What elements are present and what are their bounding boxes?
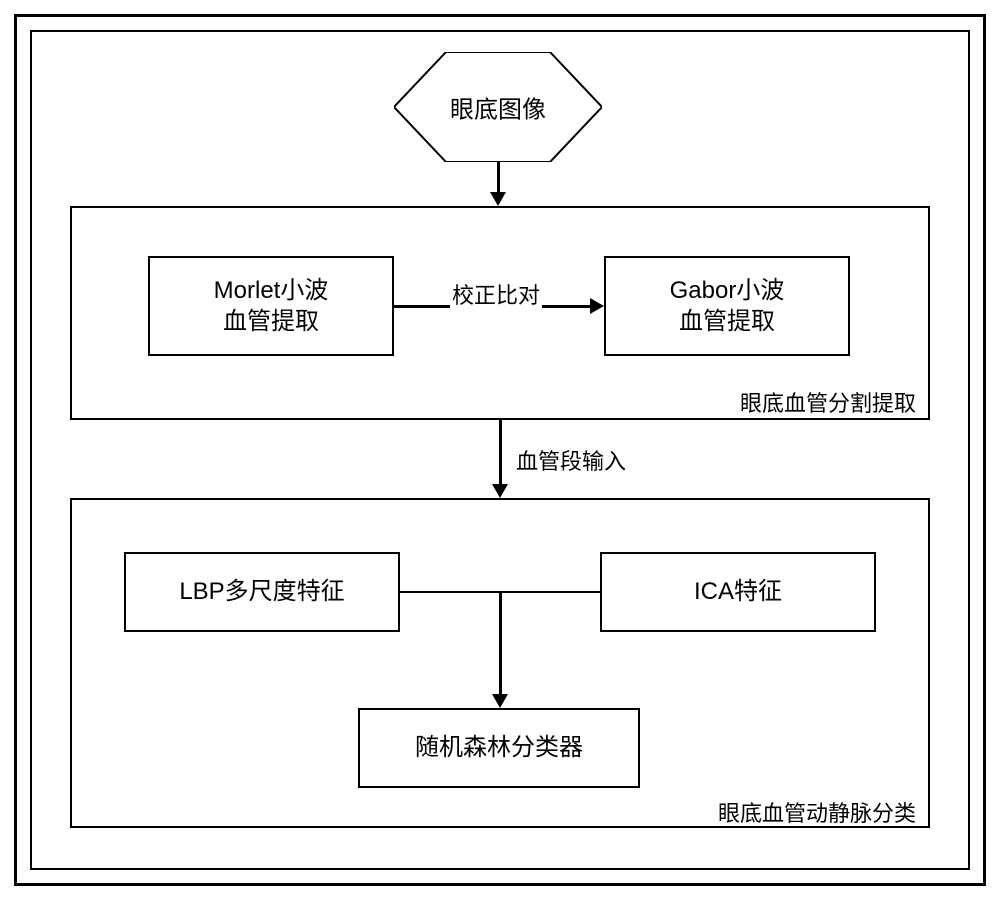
edge-hex-to-top	[497, 162, 500, 192]
arrowhead-t-down	[492, 694, 508, 708]
edge-lbp-h	[400, 591, 500, 593]
node-lbp: LBP多尺度特征	[124, 552, 400, 632]
node-lbp-line1: LBP多尺度特征	[179, 576, 344, 607]
node-morlet-line2: 血管提取	[223, 306, 319, 337]
arrowhead-morlet-gabor	[590, 298, 604, 314]
node-rf-line1: 随机森林分类器	[415, 732, 583, 763]
node-morlet-line1: Morlet小波	[214, 275, 329, 306]
section-classification-caption: 眼底血管动静脉分类	[718, 796, 916, 828]
edge-top-to-bottom-label: 血管段输入	[514, 444, 628, 476]
edge-ica-h	[500, 591, 600, 593]
edge-morlet-gabor-label: 校正比对	[450, 278, 542, 310]
arrowhead-top-to-bottom	[492, 484, 508, 498]
edge-top-to-bottom	[499, 420, 502, 484]
node-gabor-line2: 血管提取	[679, 306, 775, 337]
edge-t-down	[499, 591, 502, 694]
node-rf: 随机森林分类器	[358, 708, 640, 788]
start-label: 眼底图像	[394, 90, 602, 125]
node-gabor-line1: Gabor小波	[670, 275, 785, 306]
start-hexagon: 眼底图像	[394, 52, 602, 162]
arrowhead-hex-to-top	[490, 192, 506, 206]
node-gabor: Gabor小波 血管提取	[604, 256, 850, 356]
node-morlet: Morlet小波 血管提取	[148, 256, 394, 356]
section-segmentation-caption: 眼底血管分割提取	[740, 386, 916, 418]
node-ica: ICA特征	[600, 552, 876, 632]
node-ica-line1: ICA特征	[694, 576, 782, 607]
